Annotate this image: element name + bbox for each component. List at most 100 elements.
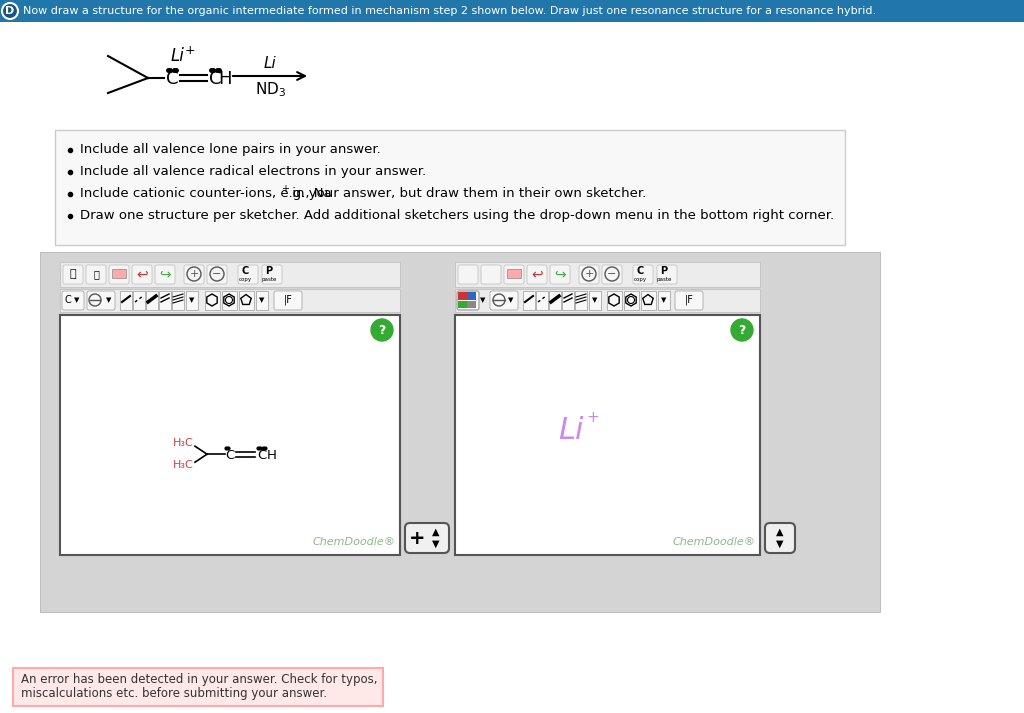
Text: paste: paste [261, 277, 276, 282]
FancyBboxPatch shape [657, 265, 677, 284]
Bar [120, 291, 132, 310]
Text: ↪: ↪ [159, 267, 171, 281]
Bar [60, 262, 400, 287]
FancyBboxPatch shape [109, 265, 129, 284]
Text: copy: copy [239, 277, 252, 282]
Text: Draw one structure per sketcher. Add additional sketchers using the drop-down me: Draw one structure per sketcher. Add add… [80, 210, 835, 222]
Bar [205, 291, 220, 310]
Text: C: C [225, 448, 234, 462]
Text: C: C [257, 448, 266, 462]
Text: ▼: ▼ [662, 297, 667, 303]
Text: ND$_3$: ND$_3$ [255, 81, 286, 99]
FancyBboxPatch shape [207, 265, 227, 284]
Text: C: C [242, 266, 249, 276]
Text: ?: ? [378, 324, 386, 337]
Text: C: C [209, 70, 221, 88]
Bar [624, 291, 639, 310]
Text: ChemDoodle®: ChemDoodle® [672, 537, 755, 547]
Text: Li: Li [558, 416, 584, 445]
FancyBboxPatch shape [550, 265, 570, 284]
Circle shape [731, 319, 753, 341]
FancyBboxPatch shape [238, 265, 258, 284]
Bar [641, 291, 656, 310]
Bar [133, 291, 145, 310]
Bar [60, 289, 400, 312]
FancyBboxPatch shape [155, 265, 175, 284]
Text: ▲: ▲ [776, 527, 783, 537]
Bar [536, 291, 548, 310]
Text: ▼: ▼ [432, 539, 439, 549]
Text: −: − [212, 269, 221, 279]
Text: Include cationic counter-ions, e.g., Na: Include cationic counter-ions, e.g., Na [80, 188, 332, 200]
Bar [112, 269, 126, 278]
Text: ▼: ▼ [259, 297, 264, 303]
Bar [607, 291, 622, 310]
Text: in your answer, but draw them in their own sketcher.: in your answer, but draw them in their o… [288, 188, 646, 200]
FancyBboxPatch shape [579, 265, 599, 284]
Bar [467, 292, 476, 300]
Text: |F: |F [284, 294, 293, 305]
Text: ▼: ▼ [776, 539, 783, 549]
Bar [40, 252, 880, 612]
FancyBboxPatch shape [406, 523, 449, 553]
Text: +: + [184, 43, 196, 56]
Text: D: D [5, 6, 14, 16]
Circle shape [371, 319, 393, 341]
Text: ?: ? [738, 324, 745, 337]
Bar [239, 291, 254, 310]
Text: ▼: ▼ [106, 297, 112, 303]
Text: ↩: ↩ [531, 267, 543, 281]
Text: Now draw a structure for the organic intermediate formed in mechanism step 2 sho: Now draw a structure for the organic int… [23, 6, 877, 16]
FancyBboxPatch shape [62, 291, 84, 310]
Circle shape [2, 3, 18, 19]
FancyBboxPatch shape [602, 265, 622, 284]
Text: ▼: ▼ [592, 297, 598, 303]
Text: C: C [65, 295, 72, 305]
FancyBboxPatch shape [490, 291, 518, 310]
Text: C: C [636, 266, 644, 276]
Text: ▼: ▼ [508, 297, 514, 303]
Text: paste: paste [656, 277, 672, 282]
FancyBboxPatch shape [457, 291, 479, 310]
Text: Li: Li [263, 56, 276, 71]
Bar [455, 315, 760, 555]
Text: −: − [607, 269, 616, 279]
Bar [458, 292, 467, 300]
Text: H₃C: H₃C [173, 438, 194, 448]
FancyBboxPatch shape [504, 265, 524, 284]
FancyBboxPatch shape [262, 265, 282, 284]
FancyBboxPatch shape [633, 265, 653, 284]
Bar [455, 262, 760, 287]
Bar [658, 291, 670, 310]
Text: ▼: ▼ [480, 297, 485, 303]
Bar [60, 315, 400, 555]
Text: Include all valence radical electrons in your answer.: Include all valence radical electrons in… [80, 165, 426, 178]
Bar [589, 291, 601, 310]
Text: ▼: ▼ [189, 297, 195, 303]
FancyBboxPatch shape [87, 291, 115, 310]
FancyBboxPatch shape [765, 523, 795, 553]
Bar [458, 301, 467, 308]
FancyBboxPatch shape [527, 265, 547, 284]
Bar [455, 289, 760, 312]
Text: miscalculations etc. before submitting your answer.: miscalculations etc. before submitting y… [22, 687, 327, 700]
Text: +: + [409, 528, 425, 548]
Text: Li: Li [170, 47, 184, 65]
Bar [562, 291, 574, 310]
Text: +: + [587, 410, 599, 425]
Text: An error has been detected in your answer. Check for typos,: An error has been detected in your answe… [22, 674, 378, 687]
Text: ✋: ✋ [70, 269, 77, 279]
Text: P: P [265, 266, 272, 276]
Text: +: + [281, 184, 289, 194]
Bar [13, 668, 383, 706]
Text: H: H [218, 70, 231, 88]
Bar [55, 130, 845, 245]
Bar [549, 291, 561, 310]
Bar [467, 301, 476, 308]
Text: copy: copy [634, 277, 646, 282]
Text: H₃C: H₃C [173, 460, 194, 470]
Text: ▲: ▲ [432, 527, 439, 537]
Text: P: P [660, 266, 668, 276]
Text: |F: |F [685, 294, 693, 305]
Text: Include all valence lone pairs in your answer.: Include all valence lone pairs in your a… [80, 143, 381, 156]
